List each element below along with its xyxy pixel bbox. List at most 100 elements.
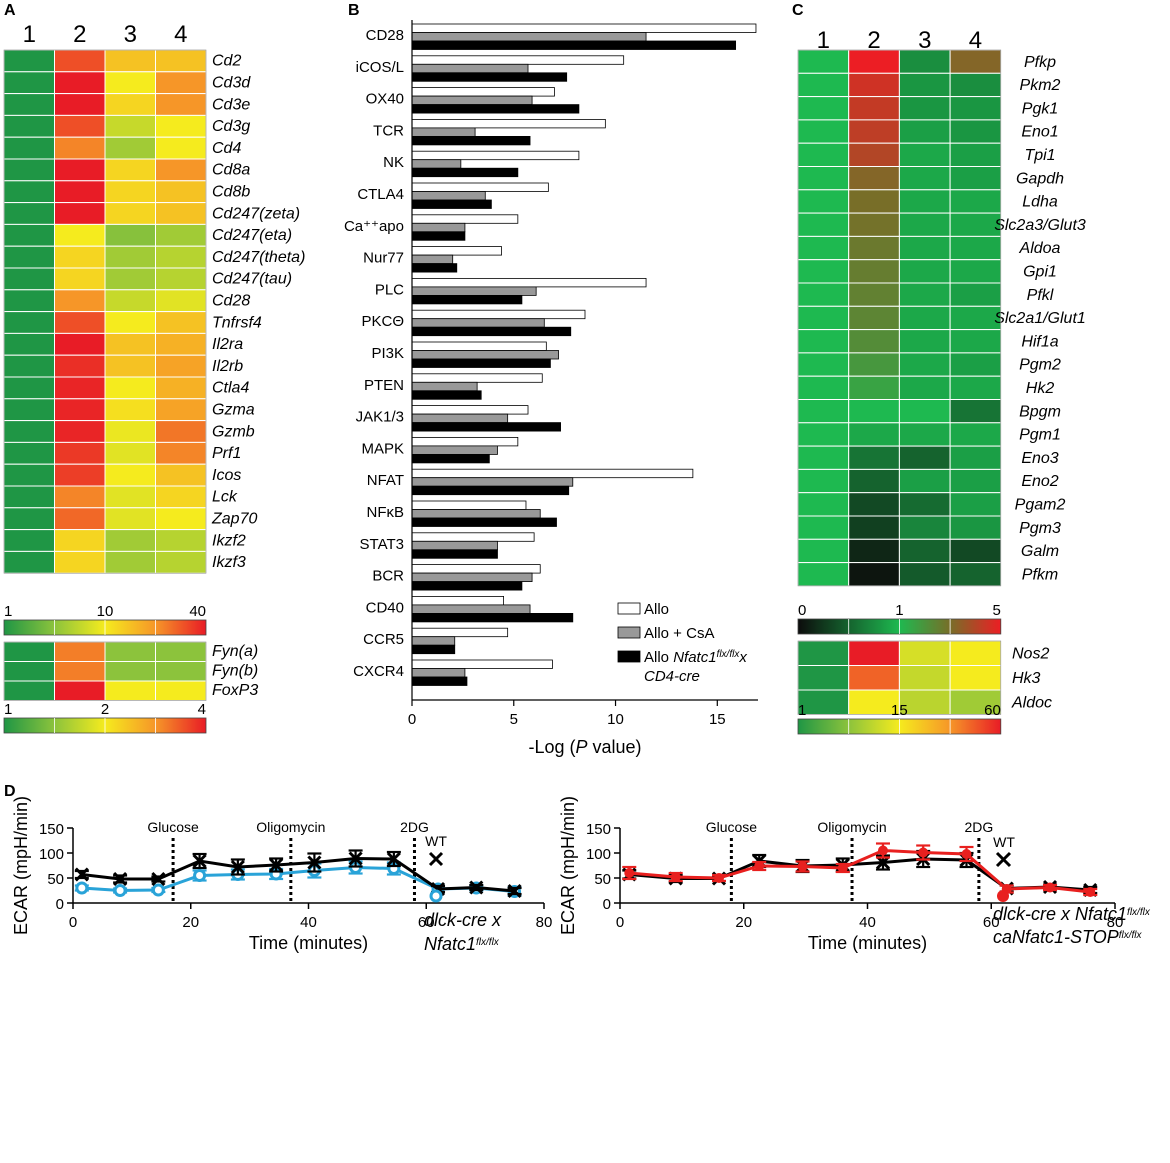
heatmap-cell (898, 282, 951, 307)
bar-category-label: MAPK (361, 440, 404, 457)
heatmap-cell (104, 463, 156, 487)
event-label: Oligomycin (817, 819, 886, 835)
heatmap-cell (949, 562, 1002, 587)
y-tick-label: 100 (39, 846, 64, 863)
heatmap-row-label: Ctla4 (212, 380, 249, 397)
bar-category-label: PKCΘ (361, 313, 404, 330)
bar (411, 581, 523, 591)
heatmap-row-label: Pfkp (1024, 54, 1056, 71)
heatmap-cell (949, 96, 1002, 121)
heatmap-row-label: Cd3e (212, 96, 250, 113)
heatmap-cell (949, 142, 1002, 167)
heatmap-cell (898, 259, 951, 284)
colorbar-tick-label: 10 (97, 603, 114, 620)
heatmap-cell (104, 93, 156, 116)
heatmap-cell (949, 515, 1002, 540)
heatmap-cell (155, 93, 207, 116)
y-tick-label: 150 (586, 821, 611, 838)
heatmap-cell (54, 202, 106, 225)
heatmap-row-label: Cd247(eta) (212, 227, 292, 244)
heatmap-row-label: Hk2 (1026, 380, 1055, 397)
heatmap-cell (898, 422, 951, 447)
y-tick-label: 50 (594, 871, 611, 888)
heatmap-cell (949, 352, 1002, 377)
heatmap-cell (155, 332, 207, 356)
heatmap-cell (898, 515, 951, 540)
heatmap-row-label: Icos (212, 467, 241, 484)
point-marker (348, 851, 363, 866)
panel-label-a: A (4, 2, 16, 19)
heatmap-row-label: Fyn(a) (212, 643, 258, 660)
heatmap-cell (155, 485, 207, 509)
bar (411, 627, 509, 638)
heatmap-row-label: Aldoa (1019, 240, 1061, 257)
bar-category-label: CTLA4 (357, 186, 404, 203)
heatmap-cell (898, 189, 951, 214)
heatmap-row-label: Ikzf3 (212, 554, 246, 571)
colorbar-tick-label: 1 (895, 602, 903, 619)
heatmap-cell (949, 235, 1002, 261)
heatmap-row-label: Slc2a1/Glut1 (994, 310, 1086, 327)
point-marker (754, 861, 765, 871)
heatmap-cell (3, 441, 55, 465)
heatmap-cell (104, 661, 156, 682)
heatmap-row-label: FoxP3 (212, 682, 258, 699)
heatmap-cell (3, 158, 55, 182)
heatmap-row-label: Pgm3 (1019, 520, 1061, 537)
heatmap-row-label: Tpi1 (1024, 147, 1055, 164)
point-marker (877, 845, 888, 856)
x-tick-label: 0 (408, 711, 416, 728)
heatmap-cell (104, 641, 156, 662)
heatmap-cell (797, 235, 850, 261)
heatmap-cell (3, 354, 55, 378)
heatmap-cell (949, 72, 1002, 98)
event-label: 2DG (400, 819, 429, 835)
heatmap-row-label: Cd3g (212, 118, 250, 135)
heatmap-cell (104, 245, 156, 269)
bar (411, 277, 647, 288)
point-marker (151, 871, 166, 887)
heatmap-cell (848, 235, 900, 261)
y-tick-label: 0 (603, 896, 611, 913)
heatmap-cell (898, 72, 951, 98)
heatmap-cell (155, 661, 207, 682)
bar (411, 405, 529, 415)
heatmap-cell (898, 305, 951, 331)
heatmap-row-label: Nos2 (1012, 646, 1049, 663)
heatmap-cell (898, 96, 951, 121)
heatmap-cell (54, 136, 106, 160)
heatmap-cell (104, 332, 156, 356)
heatmap-cell (848, 189, 900, 214)
heatmap-cell (848, 468, 900, 494)
y-tick-label: 0 (56, 896, 64, 913)
heatmap-column-label: 3 (918, 27, 931, 54)
heatmap-cell (155, 463, 207, 487)
heatmap-cell (898, 142, 951, 167)
legend-label: WT (993, 834, 1015, 850)
heatmap-cell (848, 259, 900, 284)
heatmap-cell (155, 136, 207, 160)
heatmap-row-label: Cd4 (212, 140, 241, 157)
series-line (629, 857, 1091, 892)
heatmap-cell (3, 376, 55, 400)
point-marker (797, 861, 808, 872)
heatmap-cell (898, 562, 951, 587)
legend-label: dlck-cre x (424, 910, 502, 930)
heatmap-cell (797, 119, 850, 144)
point-marker (507, 883, 522, 899)
bar (411, 326, 572, 337)
colorbar-tick-label: 15 (891, 702, 908, 719)
bar (411, 644, 456, 655)
bar (411, 40, 737, 50)
heatmap-border (3, 641, 207, 701)
heatmap-cell (155, 180, 207, 204)
heatmap-cell (3, 267, 55, 291)
bar-category-label: OX40 (366, 91, 404, 108)
heatmap-cell (54, 267, 106, 291)
heatmap-cell (54, 158, 106, 182)
point-marker (75, 881, 89, 895)
bar (411, 150, 580, 161)
heatmap-cell (155, 202, 207, 225)
heatmap-cell (54, 680, 106, 701)
heatmap-cell (54, 93, 106, 116)
